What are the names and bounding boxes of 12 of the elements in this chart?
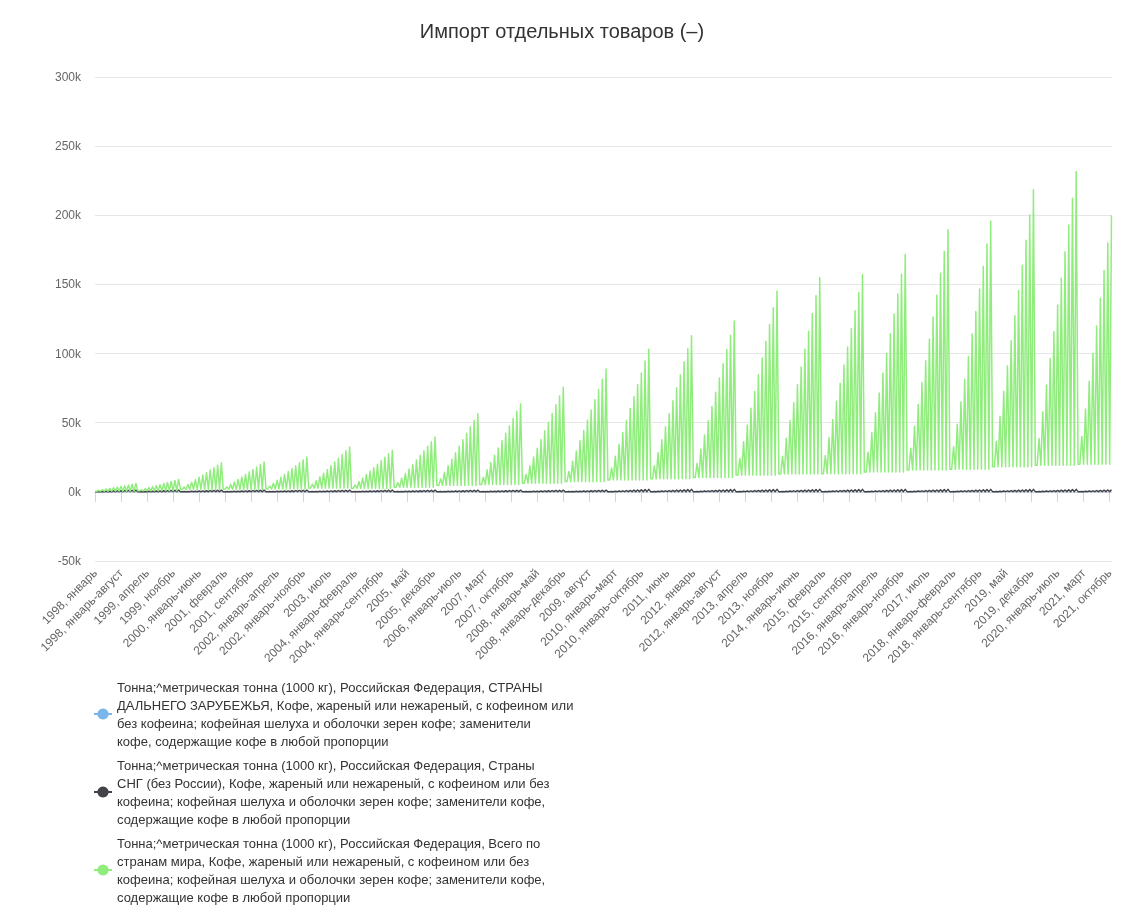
y-tick-label: 50k (61, 415, 82, 430)
y-tick-label: -50k (57, 554, 82, 568)
y-tick-label: 300k (54, 70, 82, 84)
y-tick-label: 200k (54, 208, 82, 223)
chart-title: Импорт отдельных товаров (–) (419, 20, 705, 42)
y-tick-label: 150k (54, 277, 82, 292)
y-tick-label: 100k (54, 346, 82, 361)
legend-label: Тонна;^метрическая тонна (1000 кг), Российская Федерация, Страны СНГ (без России), Кофе, жареный или нежареный, с кофеином или без кофеина; кофейная шелуха и оболочки зерен кофе; заменители кофе, содержащие кофе в любой пропорции (117, 757, 553, 827)
y-tick-label: 0k (68, 484, 82, 499)
legend-label: Тонна;^метрическая тонна (1000 кг), Российская Федерация, СТРАНЫ ДАЛЬНЕГО ЗАРУБЕЖЬЯ, Кофе, жареный или нежареный, с кофеином или без кофеина; кофейная шелуха и оболочки зерен кофе; заменители кофе, содержащие кофе в любой пропорции (117, 679, 578, 749)
legend-label: Тонна;^метрическая тонна (1000 кг), Российская Федерация, Всего по странам мира, Кофе, жареный или нежареный, с кофеином или без кофеина; кофейная шелуха и оболочки зерен кофе; заменители кофе, содержащие кофе в любой пропорции (117, 835, 549, 905)
y-tick-label: 250k (54, 139, 82, 154)
